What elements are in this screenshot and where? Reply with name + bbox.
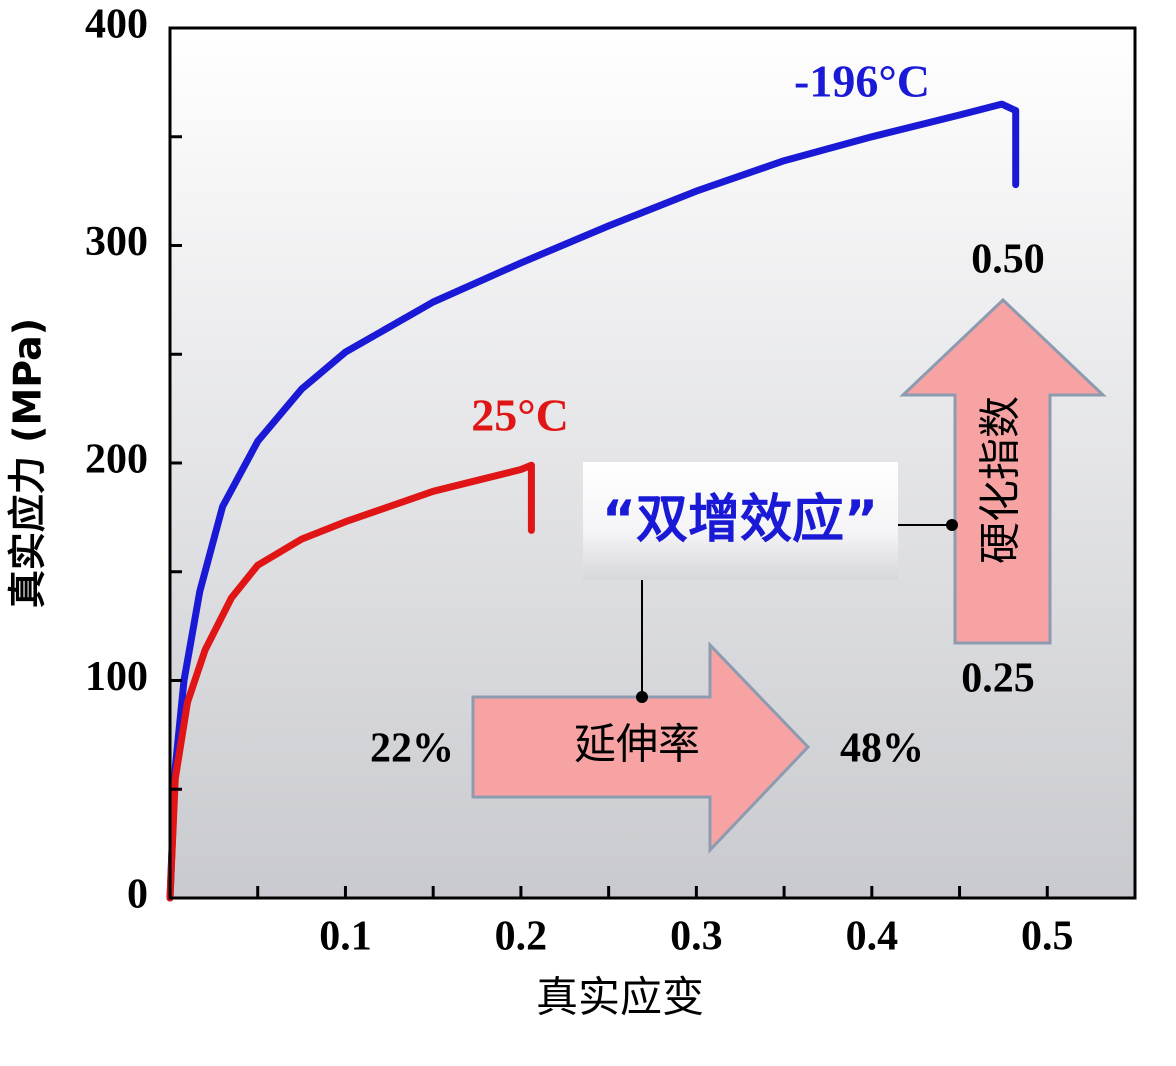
effect-label: “双增效应” <box>602 490 878 550</box>
series-line <box>166 100 1020 902</box>
x-tick-label: 0.2 <box>495 914 548 960</box>
hardening-to: 0.50 <box>971 237 1045 283</box>
elongation-to: 48% <box>840 726 924 772</box>
x-tick-label: 0.5 <box>1021 914 1074 960</box>
y-tick-label: 0 <box>127 872 148 918</box>
x-tick-label: 0.4 <box>846 914 899 960</box>
y-tick-label: 200 <box>85 437 148 483</box>
x-tick-label: 0.3 <box>670 914 723 960</box>
hardening-arrow <box>899 297 1107 645</box>
elongation-arrow <box>471 641 811 854</box>
series-label: 25°C <box>471 390 569 441</box>
elongation-from: 22% <box>370 726 454 772</box>
hardening-from: 0.25 <box>961 656 1035 702</box>
y-tick-label: 100 <box>85 654 148 700</box>
connector-dot <box>946 519 958 531</box>
x-axis-title: 真实应变 <box>536 973 704 1022</box>
x-tick-label: 0.1 <box>319 914 372 960</box>
effect-box <box>583 462 898 580</box>
connector-dot <box>636 691 648 703</box>
series-line <box>166 461 535 902</box>
elongation-label: 延伸率 <box>574 720 700 769</box>
y-tick-label: 400 <box>85 2 148 48</box>
y-axis-title: 真实应力 (MPa) <box>6 318 50 608</box>
hardening-label: 硬化指数 <box>976 396 1025 564</box>
series-label: -196°C <box>794 56 930 107</box>
y-tick-label: 300 <box>85 219 148 265</box>
